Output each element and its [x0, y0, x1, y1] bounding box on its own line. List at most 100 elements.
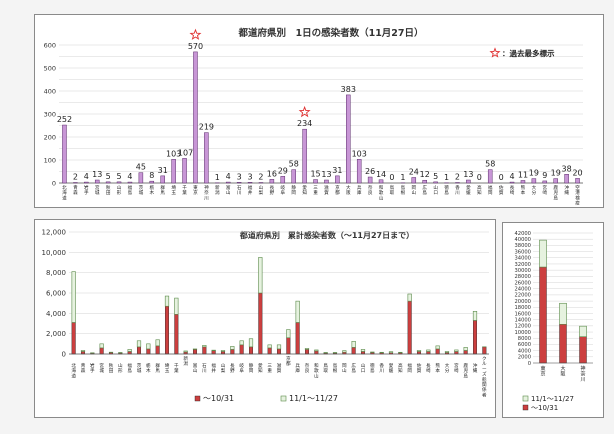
y-tick-label: 600 [44, 42, 56, 50]
y-tick-label: 10,000 [42, 249, 67, 257]
y-tick-label: 2,000 [46, 330, 66, 338]
x-tick-label: 鹿児島 [463, 362, 468, 379]
x-tick-label: 徳島 [370, 362, 375, 374]
y-tick-label: 42000 [514, 231, 531, 237]
y-tick-label: 20000 [514, 299, 531, 305]
data-label: 0 [389, 173, 394, 182]
bar-segment [164, 306, 169, 355]
y-tick-label: 0 [52, 180, 56, 188]
bar-segment [473, 320, 478, 355]
bar [324, 179, 329, 184]
x-tick-label: 京都 [335, 184, 340, 196]
legend-swatch [194, 395, 201, 402]
bar-segment [539, 239, 547, 268]
x-tick-label: 群馬 [155, 362, 160, 374]
data-label: 4 [84, 172, 89, 181]
bar [105, 181, 111, 184]
bar-segment [258, 292, 263, 355]
bar-segment [559, 302, 567, 325]
bar-segment [463, 347, 468, 351]
bar-segment [99, 343, 104, 349]
bar-segment [472, 311, 478, 321]
bar [149, 180, 155, 184]
bar [204, 132, 209, 184]
x-tick-label: 北海道 [71, 362, 76, 379]
data-label: 13 [463, 170, 473, 179]
chart-title: 都道府県別 累計感染者数（～11月27日まで） [239, 230, 414, 240]
data-label: 2 [455, 173, 460, 182]
data-label: 1 [444, 173, 449, 182]
y-tick-label: 100 [44, 157, 56, 165]
x-tick-label: 奈良 [305, 362, 310, 374]
bar-segment [220, 351, 225, 355]
bar-segment [417, 351, 422, 355]
y-tick-label: 400 [44, 88, 56, 96]
x-tick-label: 岩手 [84, 184, 89, 196]
data-label: 19 [529, 169, 539, 178]
bar-segment [80, 350, 86, 352]
bar-segment [118, 352, 123, 354]
bar-segment [444, 351, 450, 353]
x-tick-label: 和歌山 [314, 362, 319, 379]
bar-segment [482, 346, 487, 355]
bar-segment [314, 350, 319, 355]
x-tick-label: 鹿児島 [553, 184, 558, 201]
y-tick-label: 6000 [518, 342, 531, 348]
x-tick-label: 鳥取 [390, 184, 395, 196]
x-tick-label: 長野 [270, 185, 275, 196]
cumulative-chart-panel: 都道府県別 累計感染者数（～11月27日まで） 0 2,000 4,000 6,000 8… [34, 219, 496, 418]
x-tick-label: 千葉 [174, 362, 179, 374]
bar-segment [267, 344, 272, 349]
bar [433, 181, 438, 184]
bar-segment [202, 345, 207, 348]
bar [313, 179, 318, 184]
y-tick-label: 300 [44, 111, 56, 119]
x-tick-label: 山形 [117, 184, 122, 196]
bar [356, 159, 362, 184]
bar-segment [136, 346, 141, 355]
x-tick-label: 岐阜 [239, 362, 244, 374]
bar-segment [127, 349, 132, 352]
x-tick-label: 愛知 [302, 184, 307, 196]
data-label: 31 [332, 166, 342, 175]
bar-segment [305, 349, 310, 355]
daily-chart-panel: 都道府県別 1日の感染者数（11月27日） 0 100 200 300 400 500 600… [34, 14, 604, 208]
x-tick-label: 新潟 [215, 184, 220, 196]
x-tick-label: 大阪 [346, 184, 351, 196]
x-tick-label: 岡山 [411, 185, 416, 196]
bar [160, 175, 165, 184]
data-label: 19 [551, 169, 561, 178]
bar-segment [127, 351, 132, 355]
bar [411, 177, 417, 184]
x-tick-label: 大分 [445, 362, 450, 374]
x-tick-label: 宮崎 [542, 184, 547, 196]
x-tick-label: 神奈川 [204, 184, 209, 201]
bar-segment [323, 352, 328, 354]
x-tick-label: クルーズ船関係者 [482, 356, 487, 398]
bar-segment [71, 271, 76, 323]
x-tick-label: 佐賀 [499, 184, 504, 196]
data-label: 3 [247, 172, 252, 181]
data-label: 1 [215, 173, 220, 182]
x-tick-label: 徳島 [444, 184, 449, 196]
record-high-star-icon [298, 105, 311, 118]
data-label: 24 [409, 167, 419, 176]
x-tick-label: 大阪 [560, 365, 565, 378]
x-tick-label: 岡山 [342, 363, 347, 374]
y-tick-label: 12000 [514, 324, 531, 330]
bar-segment [202, 346, 207, 355]
bar-segment [155, 345, 160, 355]
x-tick-label: 静岡 [291, 184, 296, 196]
data-label: 4 [127, 172, 132, 181]
bar-segment [239, 344, 244, 355]
bar-segment [360, 349, 366, 352]
bar-segment [286, 337, 291, 355]
legend-label: ～10/31 [203, 394, 234, 403]
x-tick-label: 富山 [193, 362, 198, 374]
data-label: 13 [321, 170, 331, 179]
bar-segment [454, 351, 459, 355]
bar [127, 181, 133, 184]
x-tick-label: 島根 [333, 362, 338, 374]
bar-segment [370, 351, 375, 353]
